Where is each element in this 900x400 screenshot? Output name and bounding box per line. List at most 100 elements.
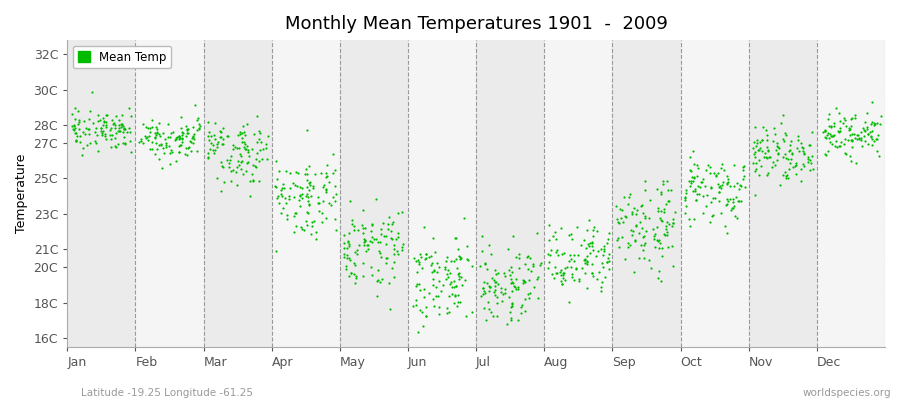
- Point: [720, 230, 734, 236]
- Point: [210, 140, 224, 147]
- Point: [553, 269, 567, 276]
- Point: [320, 186, 334, 192]
- Point: [634, 202, 649, 208]
- Point: [747, 168, 761, 174]
- Point: [419, 250, 434, 257]
- Point: [452, 273, 466, 279]
- Point: [341, 230, 356, 237]
- Point: [488, 292, 502, 298]
- Point: [623, 190, 637, 197]
- Point: [703, 164, 717, 170]
- Point: [422, 290, 436, 296]
- Point: [415, 265, 429, 271]
- Point: [754, 137, 769, 143]
- Point: [780, 175, 795, 181]
- Point: [856, 125, 870, 132]
- Point: [518, 296, 533, 303]
- Point: [850, 136, 864, 142]
- Point: [201, 133, 215, 140]
- Point: [259, 141, 274, 147]
- Point: [437, 266, 452, 272]
- Point: [598, 273, 613, 280]
- Point: [519, 254, 534, 260]
- Point: [485, 274, 500, 281]
- Point: [280, 216, 294, 222]
- Point: [580, 253, 594, 260]
- Point: [847, 114, 861, 121]
- Point: [409, 302, 423, 308]
- Point: [68, 137, 83, 144]
- Point: [374, 226, 389, 232]
- Point: [343, 198, 357, 204]
- Point: [448, 292, 463, 298]
- Point: [762, 154, 777, 160]
- Point: [634, 202, 649, 209]
- Point: [67, 122, 81, 129]
- Point: [341, 238, 356, 244]
- Point: [180, 126, 194, 133]
- Point: [238, 146, 253, 152]
- Point: [614, 215, 628, 221]
- Point: [796, 161, 810, 168]
- Point: [654, 189, 669, 195]
- Point: [374, 231, 389, 237]
- Point: [776, 154, 790, 160]
- Point: [747, 139, 761, 145]
- Point: [578, 256, 592, 262]
- Point: [439, 310, 454, 317]
- Point: [440, 267, 454, 273]
- Point: [678, 194, 692, 200]
- Point: [143, 129, 157, 136]
- Point: [832, 128, 846, 135]
- Point: [406, 303, 420, 310]
- Point: [451, 299, 465, 305]
- Point: [294, 191, 309, 197]
- Point: [723, 183, 737, 190]
- Point: [647, 243, 662, 250]
- Point: [431, 293, 446, 299]
- Point: [274, 193, 289, 199]
- Legend: Mean Temp: Mean Temp: [73, 46, 171, 68]
- Point: [429, 260, 444, 267]
- Point: [693, 184, 707, 190]
- Point: [562, 232, 576, 238]
- Point: [837, 116, 851, 123]
- Point: [437, 264, 452, 270]
- Point: [509, 276, 524, 282]
- Point: [134, 138, 148, 144]
- Point: [511, 265, 526, 272]
- Point: [632, 254, 646, 261]
- Point: [822, 111, 836, 117]
- Point: [319, 170, 333, 176]
- Point: [452, 276, 466, 282]
- Point: [756, 124, 770, 130]
- Point: [290, 182, 304, 189]
- Point: [98, 132, 112, 139]
- Point: [720, 180, 734, 187]
- Point: [796, 144, 810, 150]
- Point: [237, 144, 251, 150]
- Point: [368, 196, 382, 202]
- Point: [567, 277, 581, 284]
- Point: [300, 127, 314, 134]
- Point: [783, 160, 797, 166]
- Point: [681, 216, 696, 222]
- Point: [554, 280, 569, 287]
- Point: [839, 123, 853, 130]
- Point: [418, 254, 433, 261]
- Point: [308, 171, 322, 177]
- Point: [321, 178, 336, 185]
- Point: [340, 244, 355, 251]
- Point: [176, 130, 190, 136]
- Point: [720, 201, 734, 207]
- Bar: [749, 40, 817, 347]
- Point: [212, 139, 226, 145]
- Point: [786, 164, 800, 170]
- Point: [169, 134, 184, 140]
- Point: [163, 150, 177, 157]
- Point: [184, 148, 199, 154]
- Point: [181, 126, 195, 132]
- Point: [142, 124, 157, 131]
- Bar: [203, 40, 272, 347]
- Point: [156, 164, 170, 171]
